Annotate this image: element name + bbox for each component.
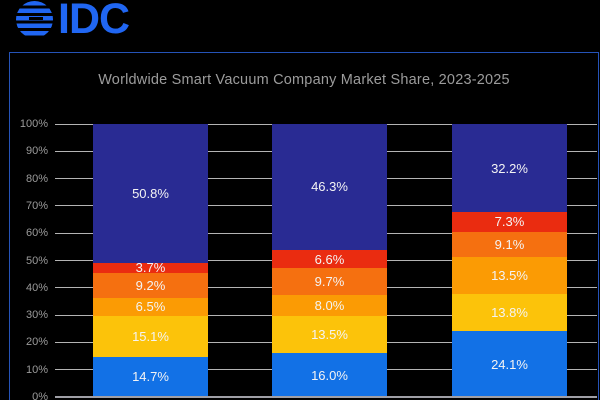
- chart-title: Worldwide Smart Vacuum Company Market Sh…: [98, 72, 510, 88]
- segment-value-label: 3.7%: [135, 260, 166, 276]
- bar-segment-segment-5-red: 6.6%: [272, 250, 387, 269]
- bar-segment-segment-3-orange: 8.0%: [272, 294, 387, 317]
- idc-logo: IDC: [16, 0, 130, 43]
- y-axis-label: 30%: [25, 309, 48, 322]
- bar-2024: 16.0% 13.5% 8.0% 9.7% 6.6% 46.3%: [272, 123, 387, 397]
- segment-value-label: 46.3%: [311, 179, 348, 195]
- y-axis-label: 90%: [25, 145, 48, 158]
- segment-value-label: 7.3%: [494, 214, 525, 230]
- bar-segment-segment-1-bottom-bright-blue: 24.1%: [452, 331, 567, 397]
- y-axis-label: 20%: [25, 336, 48, 349]
- segment-value-label: 32.2%: [491, 160, 528, 176]
- segment-value-label: 6.6%: [314, 251, 345, 267]
- segment-value-label: 9.7%: [314, 273, 345, 289]
- y-axis-label: 100%: [19, 118, 48, 130]
- segment-value-label: 8.0%: [314, 298, 345, 314]
- bar-segment-segment-2-gold: 13.5%: [272, 316, 387, 354]
- y-axis-label: 60%: [25, 227, 48, 240]
- segment-value-label: 13.5%: [491, 267, 528, 283]
- bar-segment-segment-4-dark-orange: 9.1%: [452, 231, 567, 257]
- y-axis-label: 50%: [25, 254, 48, 267]
- bar-2025: 24.1% 13.8% 13.5% 9.1% 7.3% 32.2%: [452, 124, 567, 397]
- bar-segment-segment-4-dark-orange: 9.2%: [93, 272, 208, 298]
- bar-segment-segment-2-gold: 13.8%: [452, 293, 567, 332]
- bar-segment-segment-3-orange: 13.5%: [452, 256, 567, 294]
- segment-value-label: 6.5%: [135, 299, 166, 315]
- plot-area: 0% 10% 20% 30% 40% 50% 60% 70% 80% 90% 100% 14.7% 15…: [20, 118, 597, 400]
- segment-value-label: 16.0%: [311, 367, 348, 383]
- bar-2023: 14.7% 15.1% 6.5% 9.2% 3.7% 50.8%: [93, 124, 208, 397]
- y-axis-label: 0%: [32, 391, 48, 400]
- y-axis-label: 40%: [25, 281, 48, 294]
- segment-value-label: 9.1%: [494, 236, 525, 252]
- segment-value-label: 50.8%: [132, 185, 169, 201]
- chart-frame: Worldwide Smart Vacuum Company Market Sh…: [9, 52, 599, 400]
- bar-segment-segment-1-bottom-bright-blue: 14.7%: [93, 356, 208, 397]
- bar-segment-segment-3-orange: 6.5%: [93, 297, 208, 316]
- x-axis-baseline: [55, 396, 597, 398]
- segment-value-label: 14.7%: [132, 369, 169, 385]
- y-axis-label: 80%: [25, 172, 48, 185]
- bar-segment-segment-5-red: 3.7%: [93, 260, 208, 276]
- logo-brand-text: IDC: [58, 0, 130, 43]
- segment-value-label: 13.5%: [311, 327, 348, 343]
- bar-segment-segment-4-dark-orange: 9.7%: [272, 268, 387, 295]
- bar-segment-segment-6-top-navy: 50.8%: [93, 124, 208, 263]
- segment-value-label: 24.1%: [491, 356, 528, 372]
- bar-segment-segment-6-top-navy: 46.3%: [272, 123, 387, 251]
- bar-segment-segment-6-top-navy: 32.2%: [452, 124, 567, 212]
- segment-value-label: 15.1%: [132, 328, 169, 344]
- y-axis-label: 70%: [25, 199, 48, 212]
- globe-stripes-icon: [16, 0, 53, 38]
- y-axis-label: 10%: [25, 363, 48, 376]
- segment-value-label: 9.2%: [135, 277, 166, 293]
- segment-value-label: 13.8%: [491, 304, 528, 320]
- bar-segment-segment-1-bottom-bright-blue: 16.0%: [272, 353, 387, 397]
- bar-segment-segment-5-red: 7.3%: [452, 211, 567, 232]
- bar-segment-segment-2-gold: 15.1%: [93, 315, 208, 357]
